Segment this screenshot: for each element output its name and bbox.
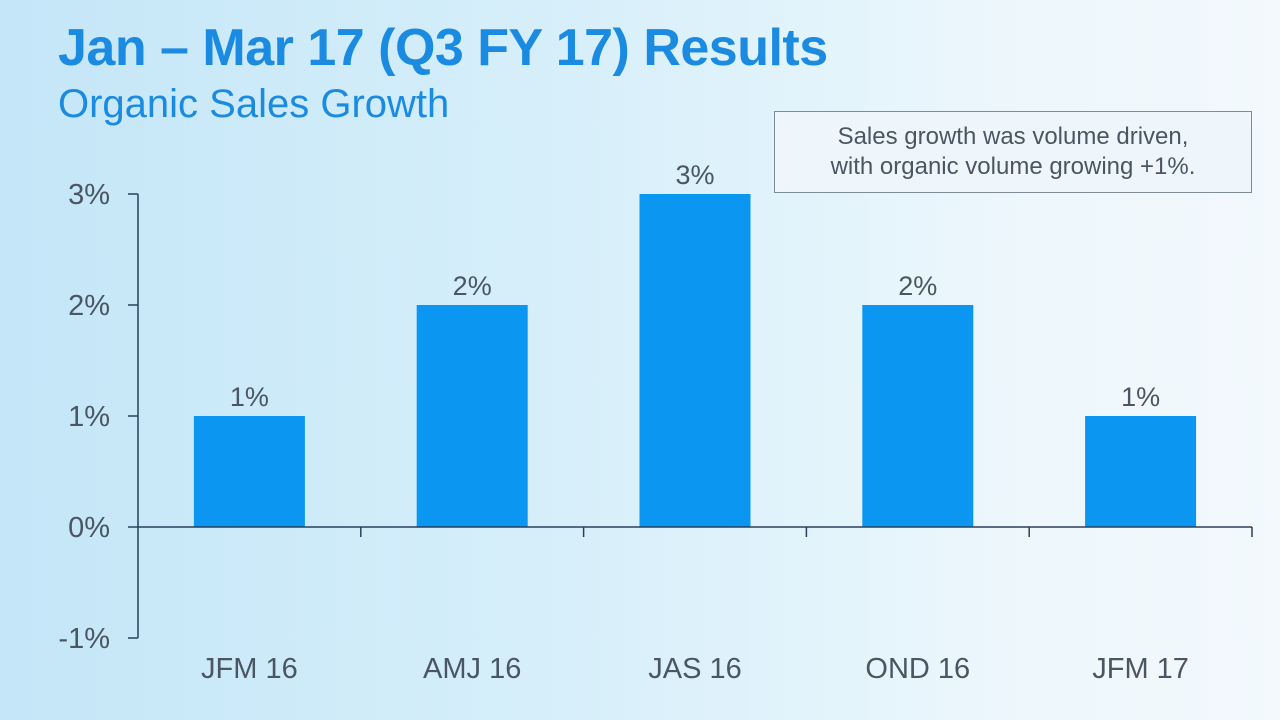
bar bbox=[862, 305, 974, 527]
x-category-label: JAS 16 bbox=[648, 653, 742, 685]
bar bbox=[416, 305, 528, 527]
y-tick-label: -1% bbox=[58, 623, 110, 655]
callout-line-1: Sales growth was volume driven, bbox=[837, 123, 1189, 150]
x-category-label: JFM 16 bbox=[201, 653, 298, 685]
slide-title: Jan – Mar 17 (Q3 FY 17) Results bbox=[58, 19, 828, 77]
bar bbox=[639, 194, 751, 527]
slide-subtitle: Organic Sales Growth bbox=[58, 82, 450, 126]
data-label: 2% bbox=[898, 271, 937, 301]
bar bbox=[193, 416, 305, 527]
x-category-label: OND 16 bbox=[865, 653, 970, 685]
x-category-label: AMJ 16 bbox=[423, 653, 521, 685]
y-tick-label: 0% bbox=[68, 512, 110, 544]
x-category-label: JFM 17 bbox=[1092, 653, 1189, 685]
data-label: 2% bbox=[453, 271, 492, 301]
data-label: 1% bbox=[1121, 382, 1160, 412]
bar bbox=[1085, 416, 1197, 527]
callout-box: Sales growth was volume driven, with org… bbox=[774, 111, 1252, 193]
data-label: 3% bbox=[675, 160, 714, 190]
y-tick-label: 3% bbox=[68, 179, 110, 211]
y-tick-label: 2% bbox=[68, 290, 110, 322]
y-tick-label: 1% bbox=[68, 401, 110, 433]
data-label: 1% bbox=[230, 382, 269, 412]
callout-line-2: with organic volume growing +1%. bbox=[830, 153, 1196, 180]
